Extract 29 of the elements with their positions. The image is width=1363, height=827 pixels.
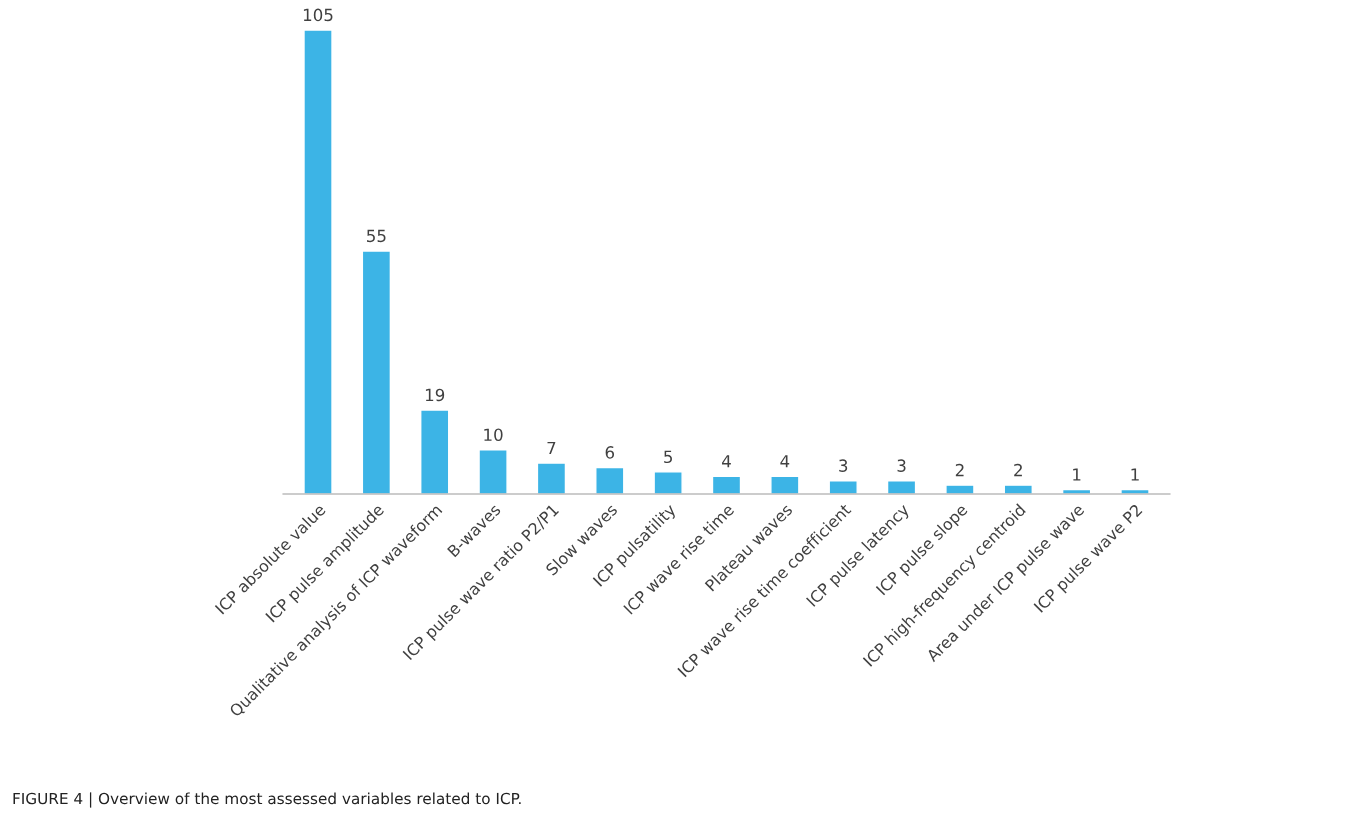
bar [595, 466, 625, 494]
data-label: 10 [484, 428, 503, 442]
data-label: 1 [1073, 468, 1081, 481]
bar [361, 250, 392, 494]
bar [945, 484, 975, 494]
data-label: 19 [425, 388, 445, 402]
bar [420, 409, 450, 494]
caption: FIGURE 4 | Overview of the most assessed variables related to ICP. [13, 792, 521, 808]
bar [828, 480, 858, 494]
data-label: 6 [605, 446, 615, 459]
data-label: 5 [664, 450, 672, 464]
bar [770, 475, 800, 494]
data-label: 7 [547, 441, 556, 455]
bar [653, 471, 683, 494]
bar [1003, 484, 1033, 494]
data-label: 3 [839, 459, 848, 472]
bar [536, 462, 567, 494]
data-label: 4 [780, 455, 790, 468]
bar [303, 30, 333, 494]
data-label: 2 [955, 463, 964, 477]
data-label: 4 [722, 455, 731, 468]
data-label: 2 [1014, 463, 1022, 477]
bar [711, 475, 742, 494]
data-label: 1 [1131, 468, 1139, 481]
data-label: 3 [897, 459, 906, 472]
bar [478, 449, 508, 494]
data-label: 105 [303, 8, 333, 22]
bar [886, 480, 917, 494]
data-label: 55 [367, 229, 386, 243]
